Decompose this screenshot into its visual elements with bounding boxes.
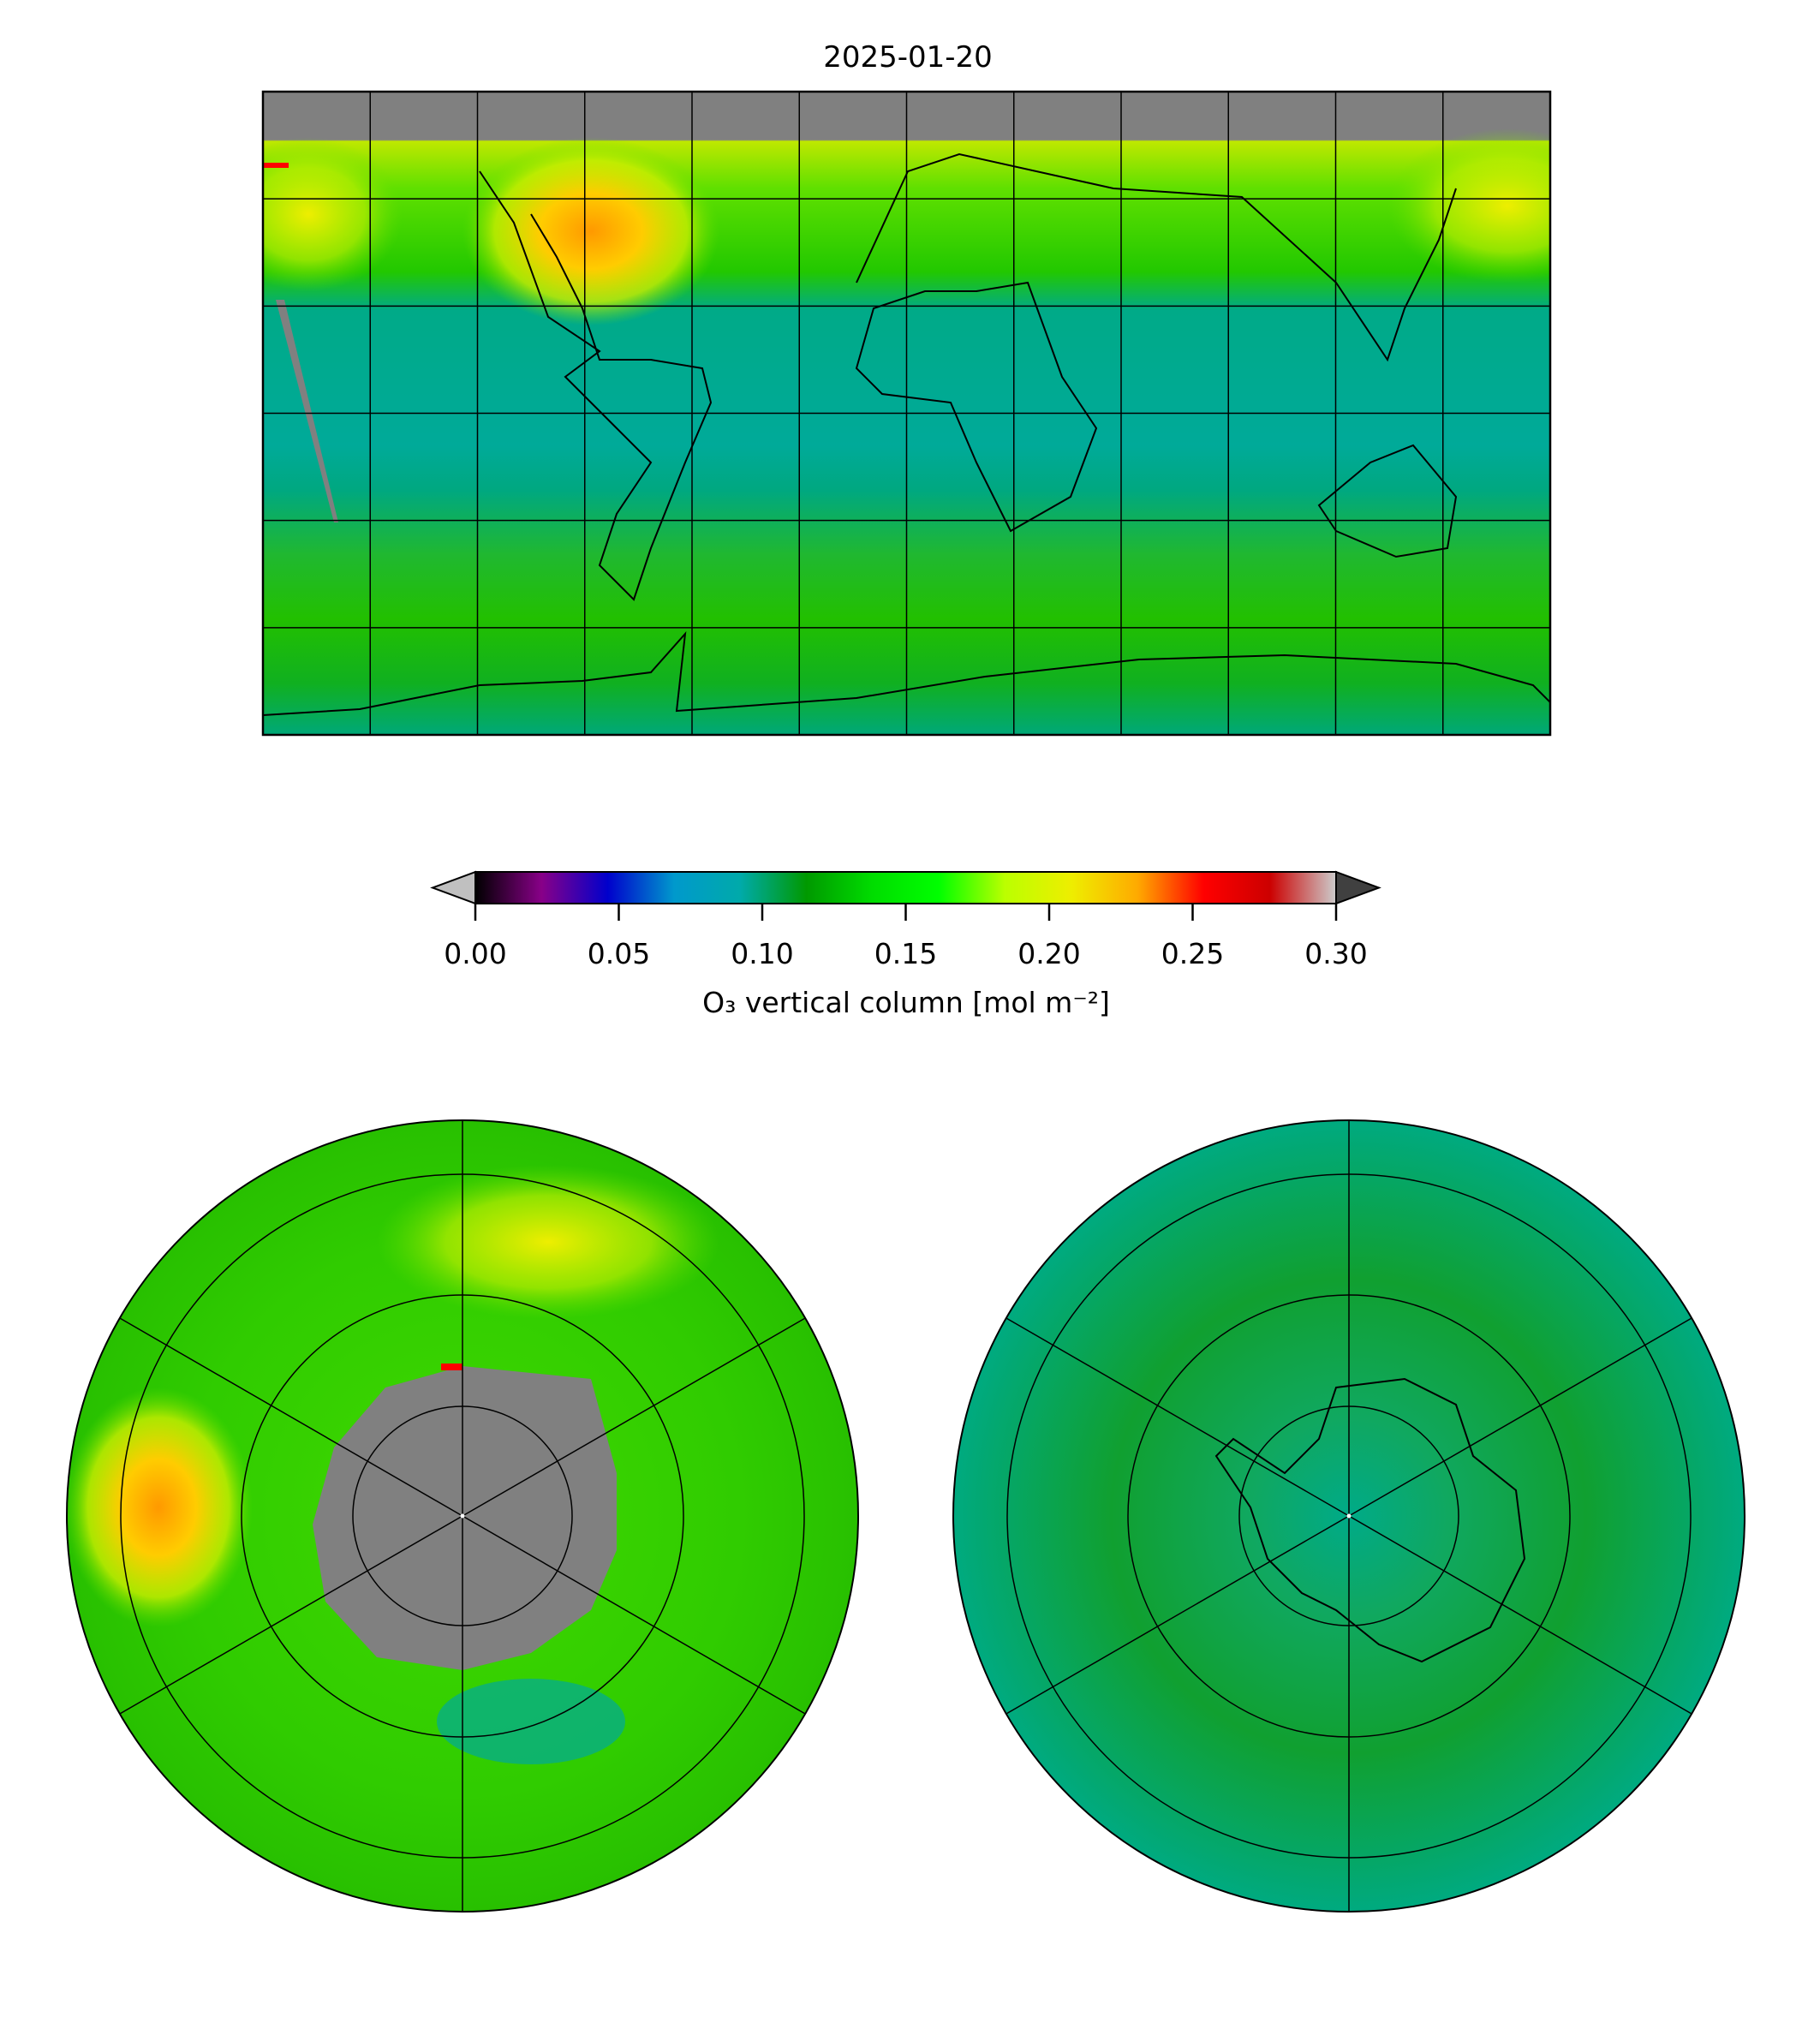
meridian-spoke	[1348, 1317, 1692, 1517]
north-polar-map	[66, 1119, 859, 1913]
colorbar-label: O₃ vertical column [mol m⁻²]	[702, 986, 1110, 1019]
antarctica-coastline	[1214, 1377, 1526, 1663]
atlantic-low-ozone	[437, 1679, 625, 1764]
meridian-spoke	[1005, 1317, 1350, 1517]
siberia-high-ozone	[377, 1165, 719, 1319]
meridian-spoke	[462, 1515, 806, 1715]
colorbar-tick-label: 0.05	[588, 937, 650, 970]
colorbar-gradient	[474, 871, 1337, 904]
colorbar-over-extension	[1335, 870, 1381, 905]
chart-title: 2025-01-20	[823, 40, 993, 75]
east-asia-high-ozone	[1387, 128, 1550, 283]
australia-coastline	[1317, 444, 1458, 558]
colorbar-tick-label: 0.00	[444, 937, 506, 970]
colorbar-ticks: 0.00 0.05 0.10 0.15 0.20 0.25 0.30	[444, 904, 1368, 970]
colorbar-tick-label: 0.30	[1304, 937, 1367, 970]
colorbar-tick-label: 0.25	[1161, 937, 1224, 970]
colorbar-under-extension	[430, 870, 476, 905]
colorbar-tick-label: 0.20	[1017, 937, 1080, 970]
meridian-spoke	[119, 1515, 463, 1715]
meridian-spoke	[119, 1317, 463, 1517]
south-polar-frame	[952, 1119, 1745, 1913]
colorbar: 0.00 0.05 0.10 0.15 0.20 0.25 0.30 O₃ vertical…	[430, 870, 1381, 1019]
americas-coastline	[479, 170, 713, 601]
north-polar-graticule	[119, 1120, 806, 1912]
west-pacific-high-ozone	[263, 137, 403, 291]
map-graticule	[263, 92, 1550, 735]
polar-night-missing-data	[313, 1366, 617, 1670]
meridian-spoke	[1005, 1515, 1350, 1715]
north-america-high-ozone	[462, 137, 719, 325]
colorbar-tick-label: 0.15	[874, 937, 937, 970]
arctic-hotspot-polar	[441, 1364, 462, 1370]
missing-data-swath	[276, 300, 338, 522]
north-polar-frame	[66, 1119, 859, 1913]
meridian-spoke	[1348, 1515, 1692, 1715]
global-map-frame	[261, 90, 1552, 737]
north-pacific-high-ozone	[67, 1387, 253, 1627]
africa-eurasia-coastline	[855, 152, 1457, 533]
colorbar-tick-label: 0.10	[731, 937, 793, 970]
south-polar-graticule	[1005, 1120, 1692, 1912]
meridian-spoke	[462, 1317, 806, 1517]
antarctic-coastline	[263, 630, 1550, 716]
pole-marker	[460, 1513, 465, 1519]
south-polar-map	[952, 1119, 1745, 1913]
arctic-hotspot	[263, 163, 289, 168]
pole-marker	[1346, 1513, 1352, 1519]
global-map	[261, 90, 1552, 737]
